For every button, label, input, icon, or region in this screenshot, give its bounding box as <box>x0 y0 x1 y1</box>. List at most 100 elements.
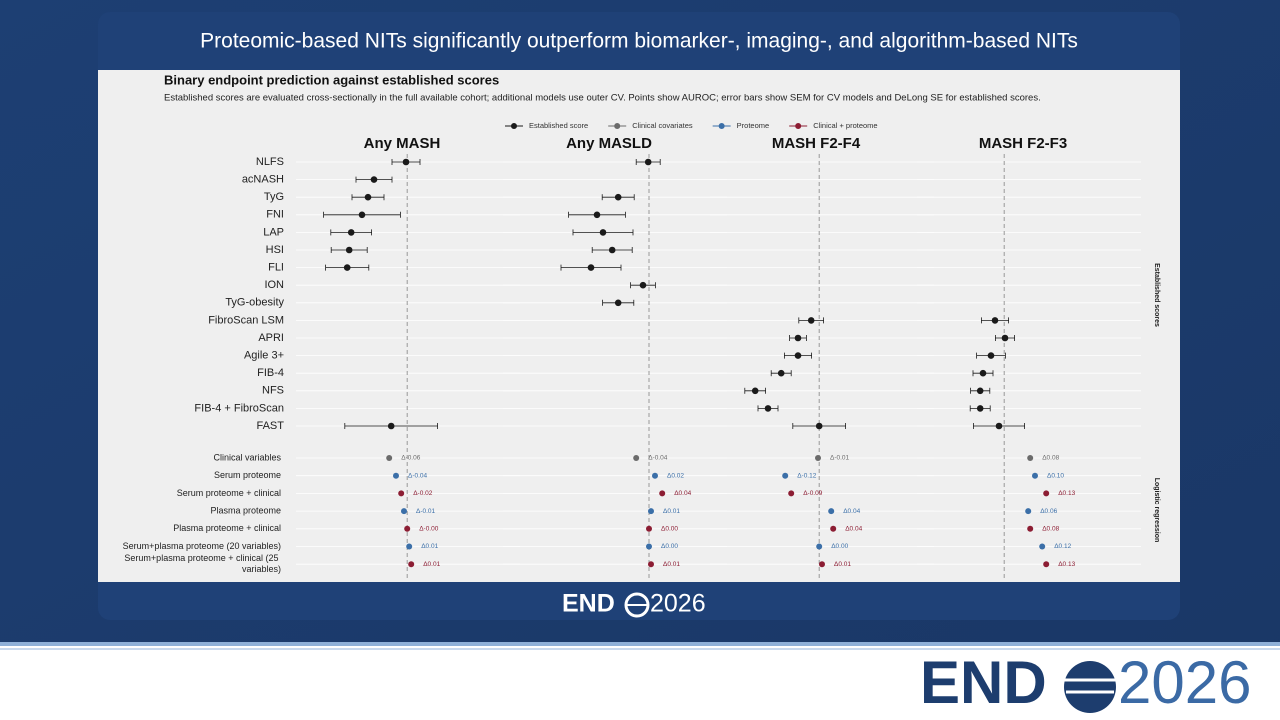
model-point <box>633 455 640 461</box>
model-point <box>408 561 415 568</box>
point <box>345 246 353 254</box>
delta-label: Δ-0.06 <box>401 455 421 462</box>
model-point <box>1027 455 1034 461</box>
panel-title: MASH F2-F4 <box>772 135 861 152</box>
logo-globe <box>1064 661 1116 713</box>
point <box>639 281 647 289</box>
legend-marker <box>511 123 517 129</box>
model-point <box>652 472 658 479</box>
panel-title: Any MASLD <box>566 135 652 152</box>
legend-label: Proteome <box>737 121 770 130</box>
delta-label: Δ0.02 <box>667 472 684 479</box>
legend-marker <box>614 123 621 129</box>
logo-right: 2026 <box>1118 649 1251 716</box>
point <box>764 405 772 412</box>
logo-small-left: END <box>562 590 615 618</box>
delta-label: Δ-0.00 <box>419 526 439 533</box>
model-point <box>782 472 789 479</box>
legend-label: Established score <box>529 121 588 130</box>
slide-title: Proteomic-based NITs significantly outpe… <box>200 30 1078 53</box>
model-point <box>815 455 821 461</box>
point <box>358 211 366 219</box>
row-label: LAP <box>263 226 284 238</box>
delta-label: Δ0.13 <box>1058 490 1075 497</box>
model-point <box>830 525 837 532</box>
section-label: Established scores <box>1153 263 1160 327</box>
row-label: ION <box>264 279 284 291</box>
chart-area <box>98 70 1180 582</box>
delta-label: Δ0.00 <box>661 526 678 533</box>
delta-label: Δ0.08 <box>1042 526 1059 533</box>
point <box>794 334 802 342</box>
delta-label: Δ0.04 <box>843 508 860 515</box>
model-point <box>1032 472 1038 479</box>
row-label: APRI <box>258 332 284 344</box>
delta-label: Δ0.00 <box>831 543 848 550</box>
legend-marker <box>718 123 725 129</box>
model-row-label: Plasma proteome + clinical <box>173 523 281 533</box>
delta-label: Δ0.01 <box>421 543 438 550</box>
delta-label: Δ0.06 <box>1040 508 1057 515</box>
model-point <box>816 543 823 550</box>
model-point <box>1039 543 1046 550</box>
point <box>987 352 995 359</box>
point <box>608 246 616 254</box>
model-point <box>406 543 413 550</box>
model-point <box>386 455 393 461</box>
point <box>593 211 601 219</box>
row-label: FIB-4 <box>257 367 284 379</box>
model-point <box>393 472 399 479</box>
point <box>387 422 395 430</box>
model-point <box>648 508 654 515</box>
delta-label: Δ0.08 <box>1042 455 1059 462</box>
row-label: FibroScan LSM <box>208 314 284 326</box>
legend-label: Clinical covariates <box>632 121 693 130</box>
row-label: FLI <box>268 262 284 274</box>
point <box>976 405 984 412</box>
point <box>979 369 987 377</box>
delta-label: Δ0.04 <box>845 526 862 533</box>
delta-label: Δ0.01 <box>423 561 440 568</box>
delta-label: Δ0.10 <box>1047 472 1064 479</box>
row-label: FAST <box>256 420 284 432</box>
point <box>995 422 1003 430</box>
delta-label: Δ0.00 <box>661 543 678 550</box>
point <box>777 369 785 377</box>
section-label: Logistic regression <box>1153 478 1160 543</box>
delta-label: Δ0.01 <box>834 561 851 568</box>
point <box>1001 334 1009 342</box>
point <box>587 264 595 271</box>
model-point <box>401 508 407 515</box>
point <box>614 299 622 307</box>
footer-stripe <box>0 642 1280 646</box>
panel-title: MASH F2-F3 <box>979 135 1067 152</box>
point <box>347 229 355 236</box>
model-row-label: Serum proteome <box>214 470 281 480</box>
model-point <box>646 525 652 532</box>
model-point <box>398 490 405 497</box>
model-row-label: Plasma proteome <box>210 505 281 515</box>
delta-label: Δ0.13 <box>1058 561 1075 568</box>
delta-label: Δ-0.02 <box>413 490 433 497</box>
model-point <box>659 490 666 497</box>
point <box>794 352 802 359</box>
delta-label: Δ-0.09 <box>803 490 823 497</box>
row-label: HSI <box>266 244 284 256</box>
logo-left: END <box>920 649 1047 716</box>
point <box>991 317 999 324</box>
delta-label: Δ0.01 <box>663 508 680 515</box>
row-label: FNI <box>266 209 284 221</box>
point <box>976 387 984 395</box>
point <box>370 176 378 183</box>
legend-marker <box>795 123 802 129</box>
point <box>364 193 372 201</box>
delta-label: Δ0.12 <box>1054 543 1071 550</box>
delta-label: Δ-0.04 <box>408 472 428 479</box>
point <box>599 229 607 236</box>
model-row-label: Serum+plasma proteome + clinical (25 var… <box>124 554 281 575</box>
model-point <box>1027 525 1034 532</box>
row-label: TyG <box>264 191 284 203</box>
point <box>644 158 652 166</box>
chart-subtitle: Established scores are evaluated cross-s… <box>164 93 1041 104</box>
